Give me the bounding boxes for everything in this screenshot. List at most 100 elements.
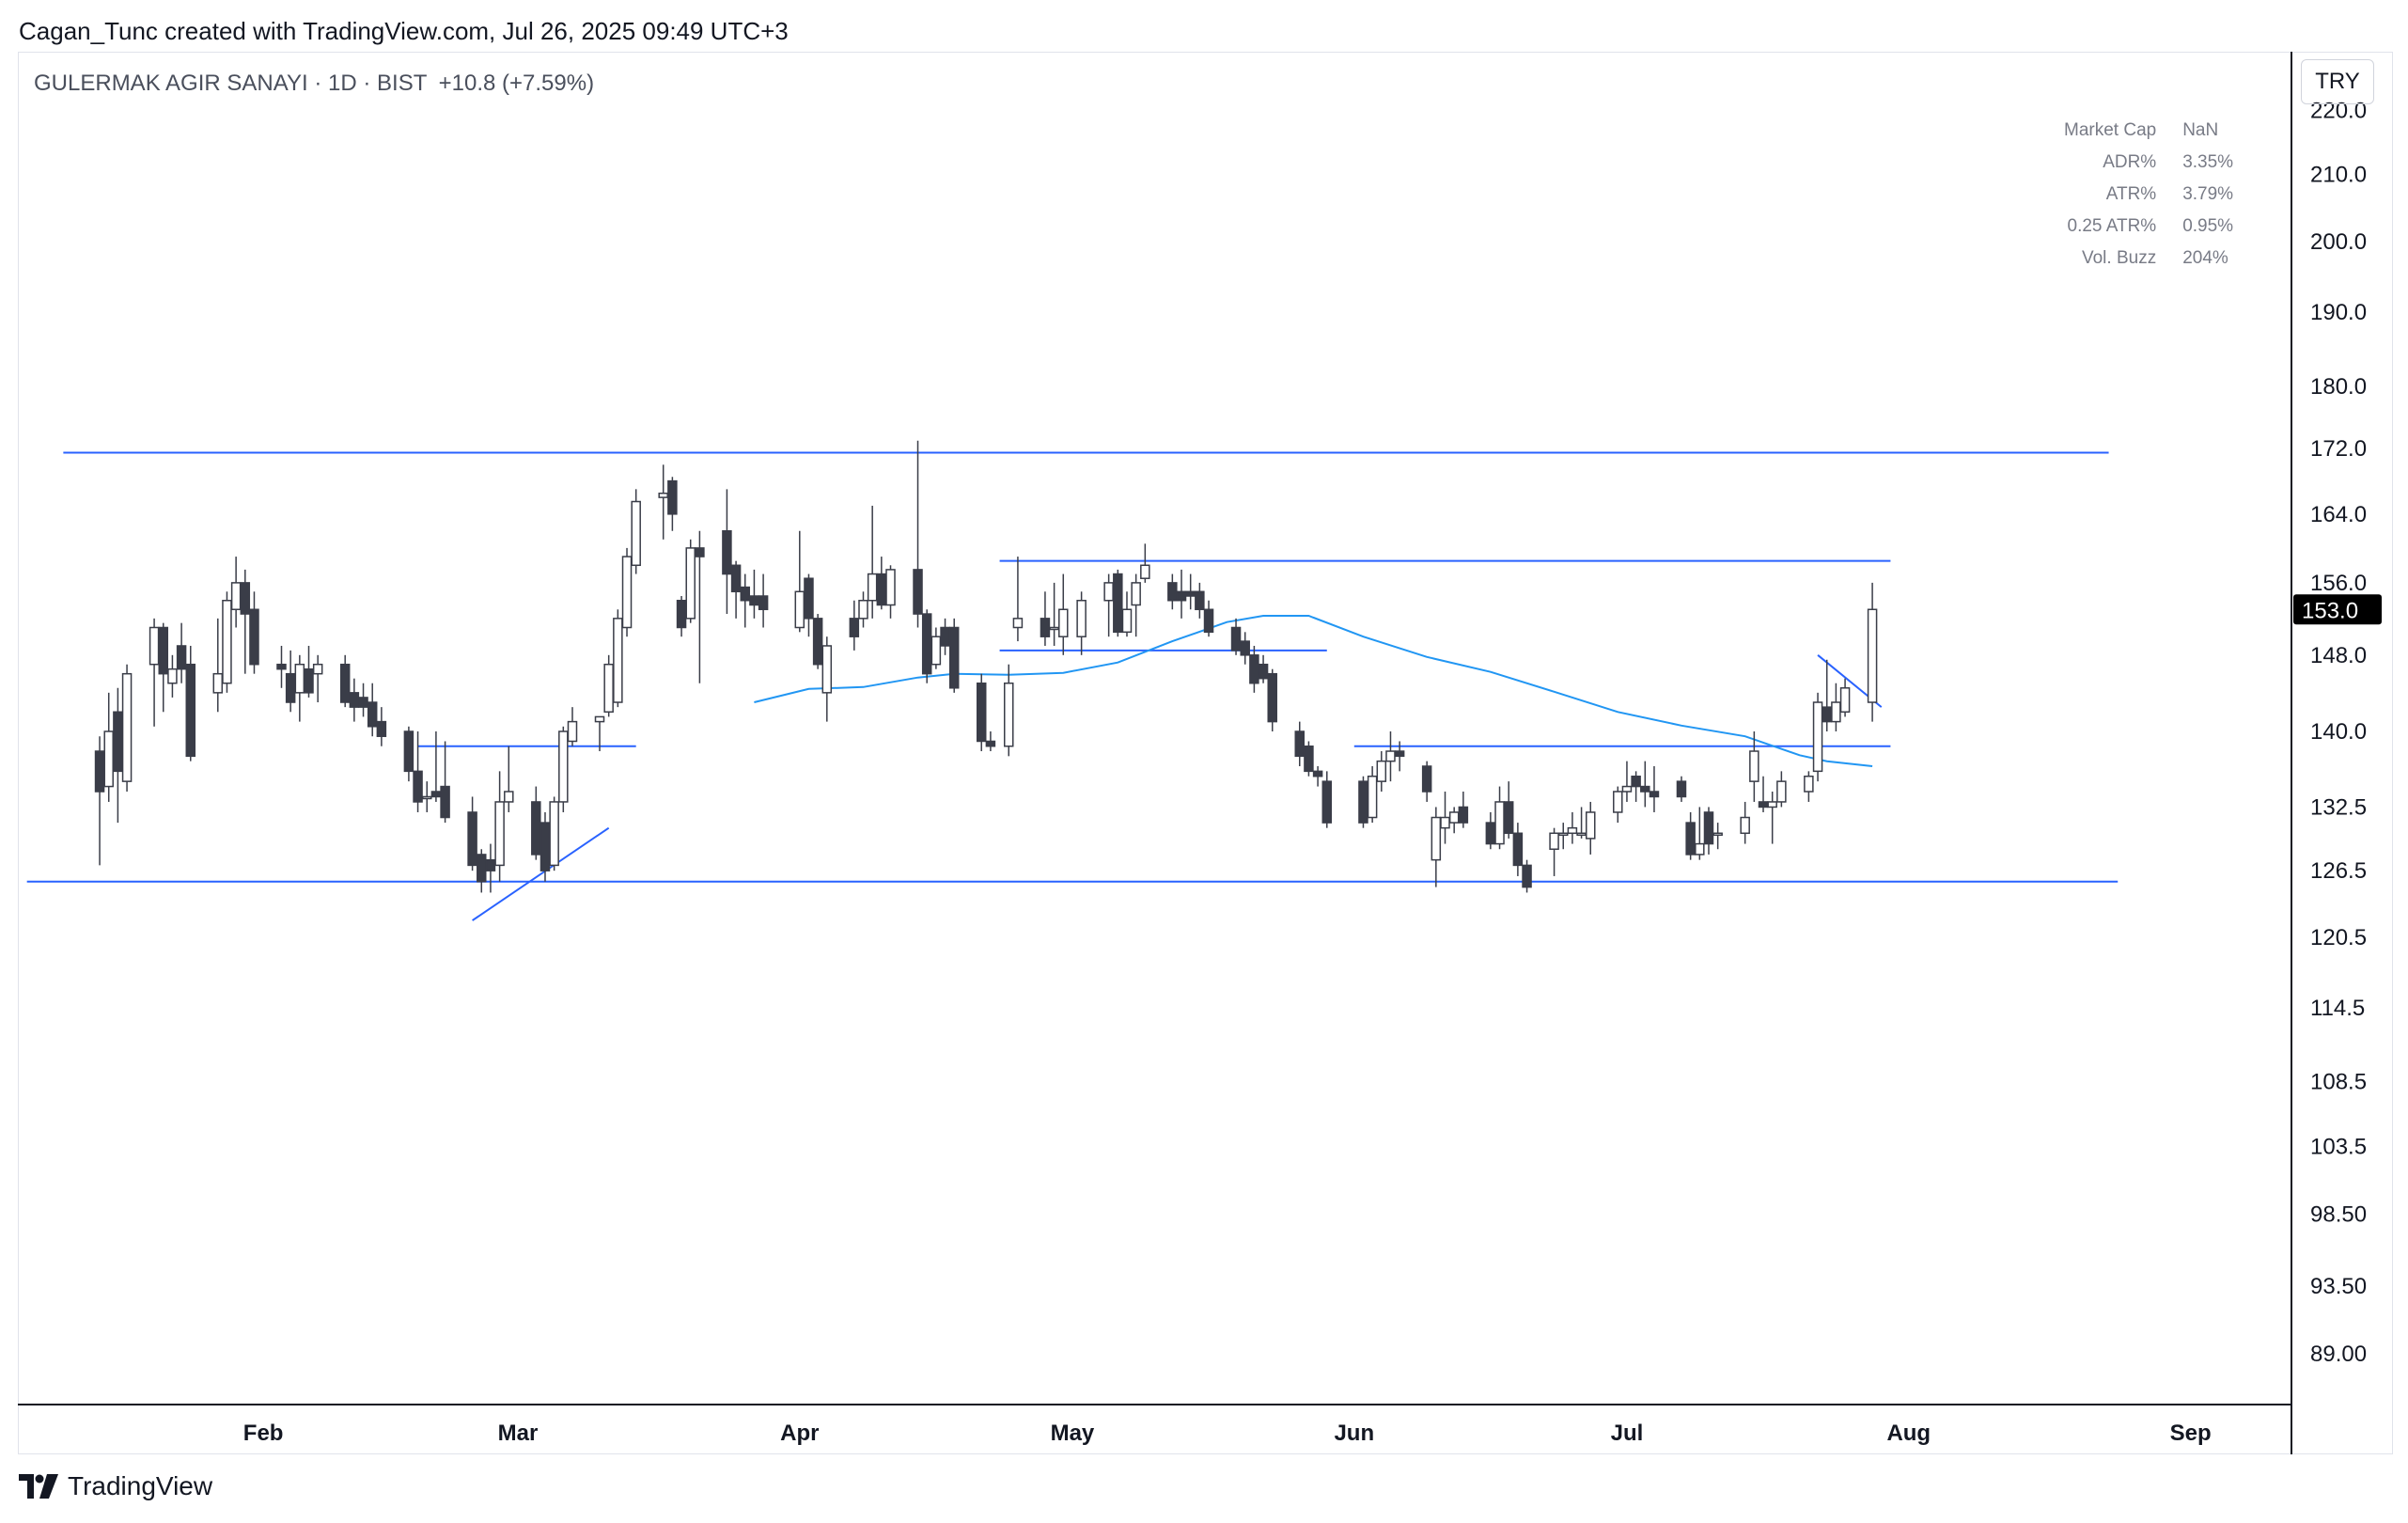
time-tick-label: Sep — [2170, 1421, 2212, 1446]
candle-body-down — [1358, 780, 1368, 824]
candle-body-up — [1131, 582, 1141, 606]
candle-body-up — [222, 599, 232, 684]
tradingview-brand[interactable]: TradingView — [19, 1471, 212, 1501]
currency-button[interactable]: TRY — [2301, 59, 2374, 104]
interval-label: 1D — [327, 71, 357, 96]
candle — [358, 683, 368, 717]
candle — [1586, 801, 1596, 855]
candle-body-down — [403, 730, 414, 773]
candle-body-up — [613, 618, 623, 703]
stat-label: ADR% — [2103, 152, 2157, 172]
candle-body-up — [1557, 832, 1569, 837]
candle-body-down — [695, 547, 705, 557]
candle-body-up — [685, 547, 696, 620]
candle — [1640, 761, 1650, 808]
price-tick-label: 140.0 — [2310, 719, 2367, 745]
candle-body-down — [1676, 780, 1687, 798]
candle — [1557, 823, 1569, 850]
candle — [1121, 591, 1133, 637]
candle-body-down — [758, 595, 769, 611]
candle — [1613, 786, 1623, 824]
candle — [1076, 591, 1087, 655]
price-axis: 220.0 210.0 200.0 190.0 180.0 172.0 164.0 156.0… — [2310, 99, 2367, 1367]
candle-body-up — [421, 795, 432, 800]
candle-body-down — [1185, 590, 1196, 597]
price-tick-label: 126.5 — [2310, 858, 2367, 884]
candle — [1822, 659, 1832, 732]
candle-body-up — [167, 667, 178, 684]
candle-body-down — [485, 858, 496, 871]
symbol-legend[interactable]: GULERMAK AGIR SANAYI · 1D · BIST +10.8 (… — [34, 71, 594, 97]
candle-body-down — [430, 791, 442, 798]
stat-label: Market Cap — [2064, 120, 2157, 140]
stat-label: Vol. Buzz — [2081, 248, 2157, 268]
price-tick-label: 190.0 — [2310, 300, 2367, 325]
candle — [1185, 573, 1196, 610]
candle — [685, 539, 696, 623]
candle — [367, 683, 378, 737]
candle-body-down — [1703, 811, 1714, 845]
candle — [667, 477, 678, 531]
candle — [613, 609, 623, 708]
candle — [1431, 807, 1442, 887]
candle — [212, 618, 224, 713]
candle-body-down — [1294, 730, 1306, 758]
separator: · — [363, 71, 371, 96]
stat-value: NaN — [2182, 120, 2219, 140]
candle — [285, 650, 296, 713]
candle — [1140, 543, 1150, 583]
candle-body-down — [1458, 806, 1469, 824]
candle — [531, 786, 541, 860]
candle-body-down — [749, 595, 759, 606]
candle — [1804, 771, 1814, 802]
candle-body-down — [349, 692, 360, 708]
candle — [430, 731, 442, 802]
chart-attribution: Cagan_Tunc created with TradingView.com,… — [19, 17, 789, 45]
candle — [594, 715, 605, 752]
candle — [1230, 618, 1242, 655]
candle-body-up — [1440, 816, 1450, 829]
candle-body-down — [176, 645, 187, 670]
candle-body-up — [1549, 832, 1559, 850]
candle — [477, 849, 487, 893]
price-tick-label: 200.0 — [2310, 229, 2367, 255]
candle-body-down — [740, 586, 751, 602]
candle — [1512, 823, 1524, 876]
candle — [1294, 721, 1306, 766]
candle — [930, 627, 942, 669]
candle-body-down — [1267, 672, 1277, 723]
candle-body-down — [1240, 640, 1250, 656]
candle-body-down — [812, 618, 823, 666]
candle-body-down — [921, 613, 932, 675]
candle — [794, 530, 805, 633]
candle-body-up — [1494, 801, 1505, 845]
candle — [1440, 792, 1450, 844]
candle-body-up — [1576, 832, 1587, 837]
candle — [403, 726, 414, 782]
tradingview-logo-icon — [19, 1474, 58, 1499]
moving-average-layer — [754, 615, 1873, 767]
time-tick-label: Apr — [780, 1421, 819, 1446]
candle-body-down — [376, 720, 387, 737]
candle — [730, 560, 742, 619]
price-tick-label: 89.00 — [2310, 1342, 2367, 1367]
stat-label: ATR% — [2105, 184, 2157, 204]
candle-body-down — [1321, 780, 1333, 824]
candle — [304, 645, 314, 698]
candle — [821, 636, 833, 722]
stats-row: ATR% 3.79% — [2058, 179, 2239, 211]
candle — [849, 600, 860, 651]
candle-body-up — [103, 730, 114, 788]
candle — [249, 591, 259, 674]
candle-body-up — [294, 663, 305, 694]
candle — [1685, 811, 1696, 860]
candle — [276, 645, 287, 688]
candle-body-down — [1640, 785, 1650, 793]
candle — [722, 489, 732, 615]
candle — [1249, 645, 1259, 693]
candle-body-up — [1831, 701, 1841, 723]
candle-body-up — [1076, 599, 1087, 637]
candle — [1576, 807, 1587, 839]
candle-body-down — [1040, 618, 1051, 637]
